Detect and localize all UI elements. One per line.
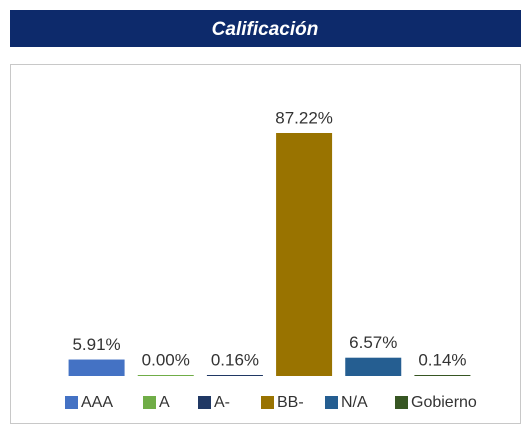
data-label: 6.57% [349, 333, 397, 352]
legend-swatch [395, 396, 408, 409]
legend-label: N/A [341, 394, 368, 411]
data-label: 0.14% [418, 350, 466, 369]
bar [68, 359, 125, 376]
legend-swatch [325, 396, 338, 409]
bar [206, 375, 263, 376]
bar [137, 375, 194, 376]
legend-label: A- [214, 394, 230, 411]
legend-label: AAA [81, 394, 113, 411]
legend-swatch [65, 396, 78, 409]
legend-swatch [261, 396, 274, 409]
bar [276, 133, 333, 376]
legend-swatch [198, 396, 211, 409]
legend-label: BB- [277, 394, 304, 411]
legend-swatch [143, 396, 156, 409]
chart-frame [10, 64, 521, 424]
data-label: 0.16% [211, 350, 259, 369]
legend-label: Gobierno [411, 394, 477, 411]
data-label: 5.91% [72, 335, 120, 354]
chart-title: Calificación [212, 19, 319, 40]
legend-label: A [159, 394, 170, 411]
bar [414, 375, 471, 376]
data-label: 87.22% [275, 108, 333, 127]
data-label: 0.00% [142, 350, 190, 369]
bar [345, 357, 402, 376]
header-band [10, 10, 521, 47]
